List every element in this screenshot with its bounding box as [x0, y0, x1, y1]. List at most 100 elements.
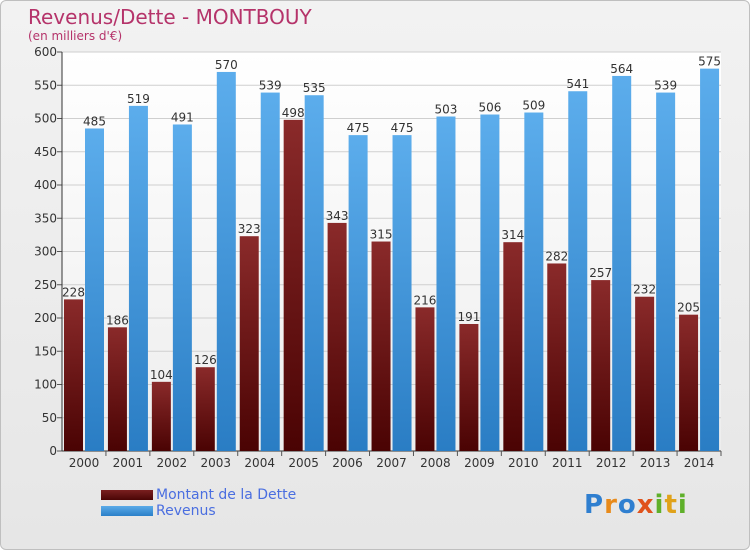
legend-label-revenus: Revenus [156, 503, 216, 519]
bar-debt [64, 299, 83, 451]
bar-revenus [612, 75, 632, 451]
legend-swatch-revenus [101, 506, 153, 516]
data-label-revenus: 564 [610, 62, 633, 76]
data-label-debt: 228 [62, 285, 85, 299]
data-label-revenus: 475 [391, 121, 414, 135]
chart-title: Revenus/Dette - MONTBOUY [28, 5, 312, 29]
bar-debt [415, 307, 435, 451]
data-label-revenus: 541 [566, 77, 589, 91]
bar-debt [635, 296, 655, 451]
x-tick-label: 2005 [288, 456, 319, 470]
data-label-revenus: 535 [303, 81, 326, 95]
bar-debt [283, 119, 303, 451]
data-label-revenus: 491 [171, 110, 194, 124]
logo-letter: r [604, 490, 618, 520]
y-tick-label: 350 [34, 211, 57, 225]
x-tick-label: 2006 [332, 456, 363, 470]
data-label-revenus: 485 [83, 114, 106, 128]
x-tick-label: 2012 [596, 456, 627, 470]
data-label-debt: 257 [589, 266, 612, 280]
x-tick-label: 2001 [113, 456, 144, 470]
data-label-debt: 315 [370, 228, 393, 242]
logo-letter: i [677, 490, 688, 520]
data-label-debt: 232 [633, 283, 656, 297]
bar-revenus [524, 112, 544, 451]
data-label-revenus: 570 [215, 58, 238, 72]
bar-revenus [348, 135, 368, 451]
bar-debt [371, 241, 391, 451]
logo-letter: t [664, 490, 678, 520]
data-label-revenus: 509 [522, 99, 545, 113]
data-label-revenus: 539 [654, 79, 677, 93]
bar-debt [195, 367, 215, 451]
y-tick-label: 200 [34, 311, 57, 325]
x-tick-label: 2002 [157, 456, 188, 470]
y-tick-label: 50 [42, 411, 57, 425]
data-label-debt: 282 [545, 249, 568, 263]
bar-revenus [260, 92, 280, 451]
data-label-debt: 191 [457, 310, 480, 324]
data-label-revenus: 575 [698, 55, 721, 69]
y-tick-label: 250 [34, 278, 57, 292]
bar-revenus [216, 71, 236, 451]
bar-debt [503, 242, 523, 451]
data-label-revenus: 503 [435, 103, 458, 117]
proxiti-logo: Proxiti [584, 490, 688, 520]
logo-letter: x [636, 490, 655, 520]
bar-revenus [480, 114, 500, 451]
data-label-debt: 498 [282, 106, 305, 120]
x-tick-label: 2009 [464, 456, 495, 470]
bar-revenus [656, 92, 676, 451]
logo-letter: P [584, 490, 605, 520]
x-tick-label: 2003 [200, 456, 231, 470]
y-tick-label: 150 [34, 344, 57, 358]
y-tick-label: 550 [34, 78, 57, 92]
bar-revenus [392, 135, 412, 451]
data-label-revenus: 475 [347, 121, 370, 135]
x-tick-label: 2000 [69, 456, 100, 470]
data-label-revenus: 539 [259, 79, 282, 93]
x-tick-label: 2008 [420, 456, 451, 470]
logo-letter: i [654, 490, 665, 520]
bar-debt [151, 381, 171, 451]
y-tick-label: 0 [49, 444, 57, 458]
bar-debt [679, 314, 699, 451]
y-tick-label: 400 [34, 178, 57, 192]
bar-debt [327, 222, 347, 451]
bar-revenus [700, 68, 720, 451]
x-tick-label: 2014 [684, 456, 715, 470]
logo-letter: o [617, 490, 637, 520]
data-label-debt: 104 [150, 368, 173, 382]
x-tick-label: 2010 [508, 456, 539, 470]
bar-debt [107, 327, 127, 451]
data-label-revenus: 519 [127, 92, 150, 106]
chart-subtitle: (en milliers d'€) [28, 29, 123, 43]
x-tick-label: 2007 [376, 456, 407, 470]
data-label-debt: 343 [326, 209, 349, 223]
bar-revenus [172, 124, 192, 452]
y-tick-label: 450 [34, 145, 57, 159]
legend-label-debt: Montant de la Dette [156, 487, 297, 503]
y-tick-label: 300 [34, 245, 57, 259]
bar-revenus [436, 116, 456, 451]
bar-debt [239, 236, 259, 451]
y-tick-label: 600 [34, 45, 57, 59]
x-tick-label: 2013 [640, 456, 671, 470]
y-tick-label: 100 [34, 378, 57, 392]
data-label-debt: 314 [501, 228, 524, 242]
data-label-revenus: 506 [478, 101, 501, 115]
data-label-debt: 216 [414, 293, 437, 307]
bar-debt [547, 263, 567, 451]
bar-debt [459, 323, 479, 451]
data-label-debt: 323 [238, 222, 261, 236]
data-label-debt: 126 [194, 353, 217, 367]
data-label-debt: 186 [106, 313, 129, 327]
bar-revenus [568, 91, 588, 452]
legend-swatch-debt [101, 490, 153, 500]
x-tick-label: 2004 [244, 456, 275, 470]
bar-revenus [304, 95, 324, 451]
data-label-debt: 205 [677, 301, 700, 315]
bar-revenus [85, 128, 104, 451]
